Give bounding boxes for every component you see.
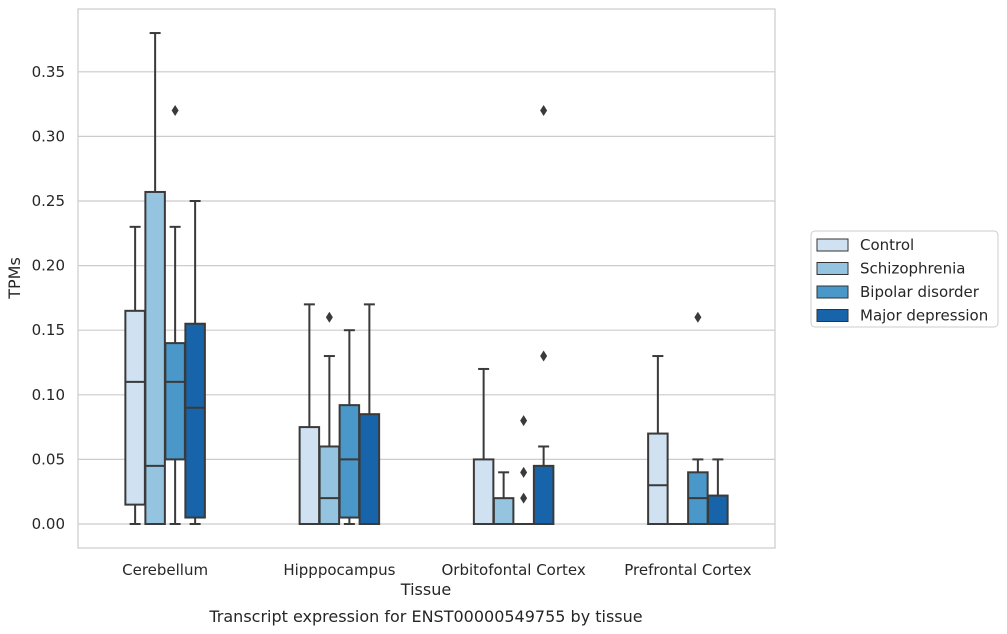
plot-frame — [77, 8, 776, 549]
legend-swatch — [816, 238, 849, 252]
legend-label: Schizophrenia — [860, 260, 965, 278]
outlier-point — [520, 466, 528, 478]
box — [472, 458, 495, 525]
y-tick-label: 0.15 — [32, 321, 65, 339]
legend-swatch — [816, 285, 849, 299]
y-tick-label: 0.35 — [32, 63, 65, 81]
box — [532, 464, 555, 525]
box-plot — [647, 355, 669, 525]
box-plot — [184, 200, 206, 525]
box — [707, 494, 729, 525]
legend-swatch — [816, 309, 849, 322]
box-plot — [687, 311, 709, 526]
box — [144, 190, 166, 525]
y-tick-label: 0.30 — [32, 127, 65, 145]
outlier-point — [325, 311, 333, 323]
y-tick-labels: 0.00 0.05 0.10 0.15 0.20 0.25 0.30 0.35 — [32, 63, 65, 533]
box-plot — [338, 329, 361, 525]
legend-label: Control — [860, 236, 914, 254]
box — [338, 404, 361, 519]
box — [164, 342, 186, 461]
box-plot — [513, 415, 534, 525]
outlier-point — [540, 105, 548, 117]
legend-swatch — [816, 262, 849, 275]
y-tick-label: 0.00 — [32, 515, 65, 533]
box — [318, 445, 341, 526]
box-layer — [124, 32, 729, 526]
box-plot — [472, 367, 495, 525]
outlier-point — [171, 105, 179, 117]
legend-frame — [810, 230, 999, 328]
outlier-point — [520, 492, 528, 504]
x-tick-labels: Cerebellum Hipppocampus Orbitofontal Corte… — [122, 561, 751, 579]
box — [492, 497, 515, 526]
box-plot — [124, 225, 146, 525]
box-plot — [358, 303, 381, 525]
box — [647, 432, 669, 525]
legend-label: Bipolar disorder — [860, 283, 980, 301]
box — [124, 309, 146, 506]
box-plot — [318, 311, 341, 526]
outlier-point — [694, 311, 702, 323]
y-tick-label: 0.10 — [32, 386, 65, 404]
box-plot — [144, 32, 166, 525]
y-axis-label: TPMs — [5, 257, 24, 300]
box-plot — [532, 105, 555, 525]
legend: Control Schizophrenia Bipolar disorder Majo… — [810, 230, 999, 328]
y-tick-label: 0.20 — [32, 257, 65, 275]
box — [358, 413, 381, 525]
x-axis-label: Tissue — [400, 580, 451, 599]
box-plot — [492, 471, 515, 526]
y-tick-label: 0.25 — [32, 192, 65, 210]
box — [298, 426, 321, 526]
box-plot — [164, 105, 186, 525]
box-plot — [298, 303, 321, 526]
x-tick-label: Cerebellum — [122, 561, 208, 579]
x-tick-label: Orbitofontal Cortex — [442, 561, 586, 579]
x-tick-label: Prefrontal Cortex — [624, 561, 751, 579]
outlier-point — [540, 350, 548, 362]
x-tick-label: Hipppocampus — [283, 561, 395, 579]
outlier-point — [520, 415, 528, 427]
y-tick-label: 0.05 — [32, 450, 65, 468]
chart-caption: Transcript expression for ENST0000054975… — [208, 607, 642, 626]
box-plot — [707, 458, 729, 525]
legend-label: Major depression — [860, 307, 988, 325]
box — [184, 322, 206, 519]
